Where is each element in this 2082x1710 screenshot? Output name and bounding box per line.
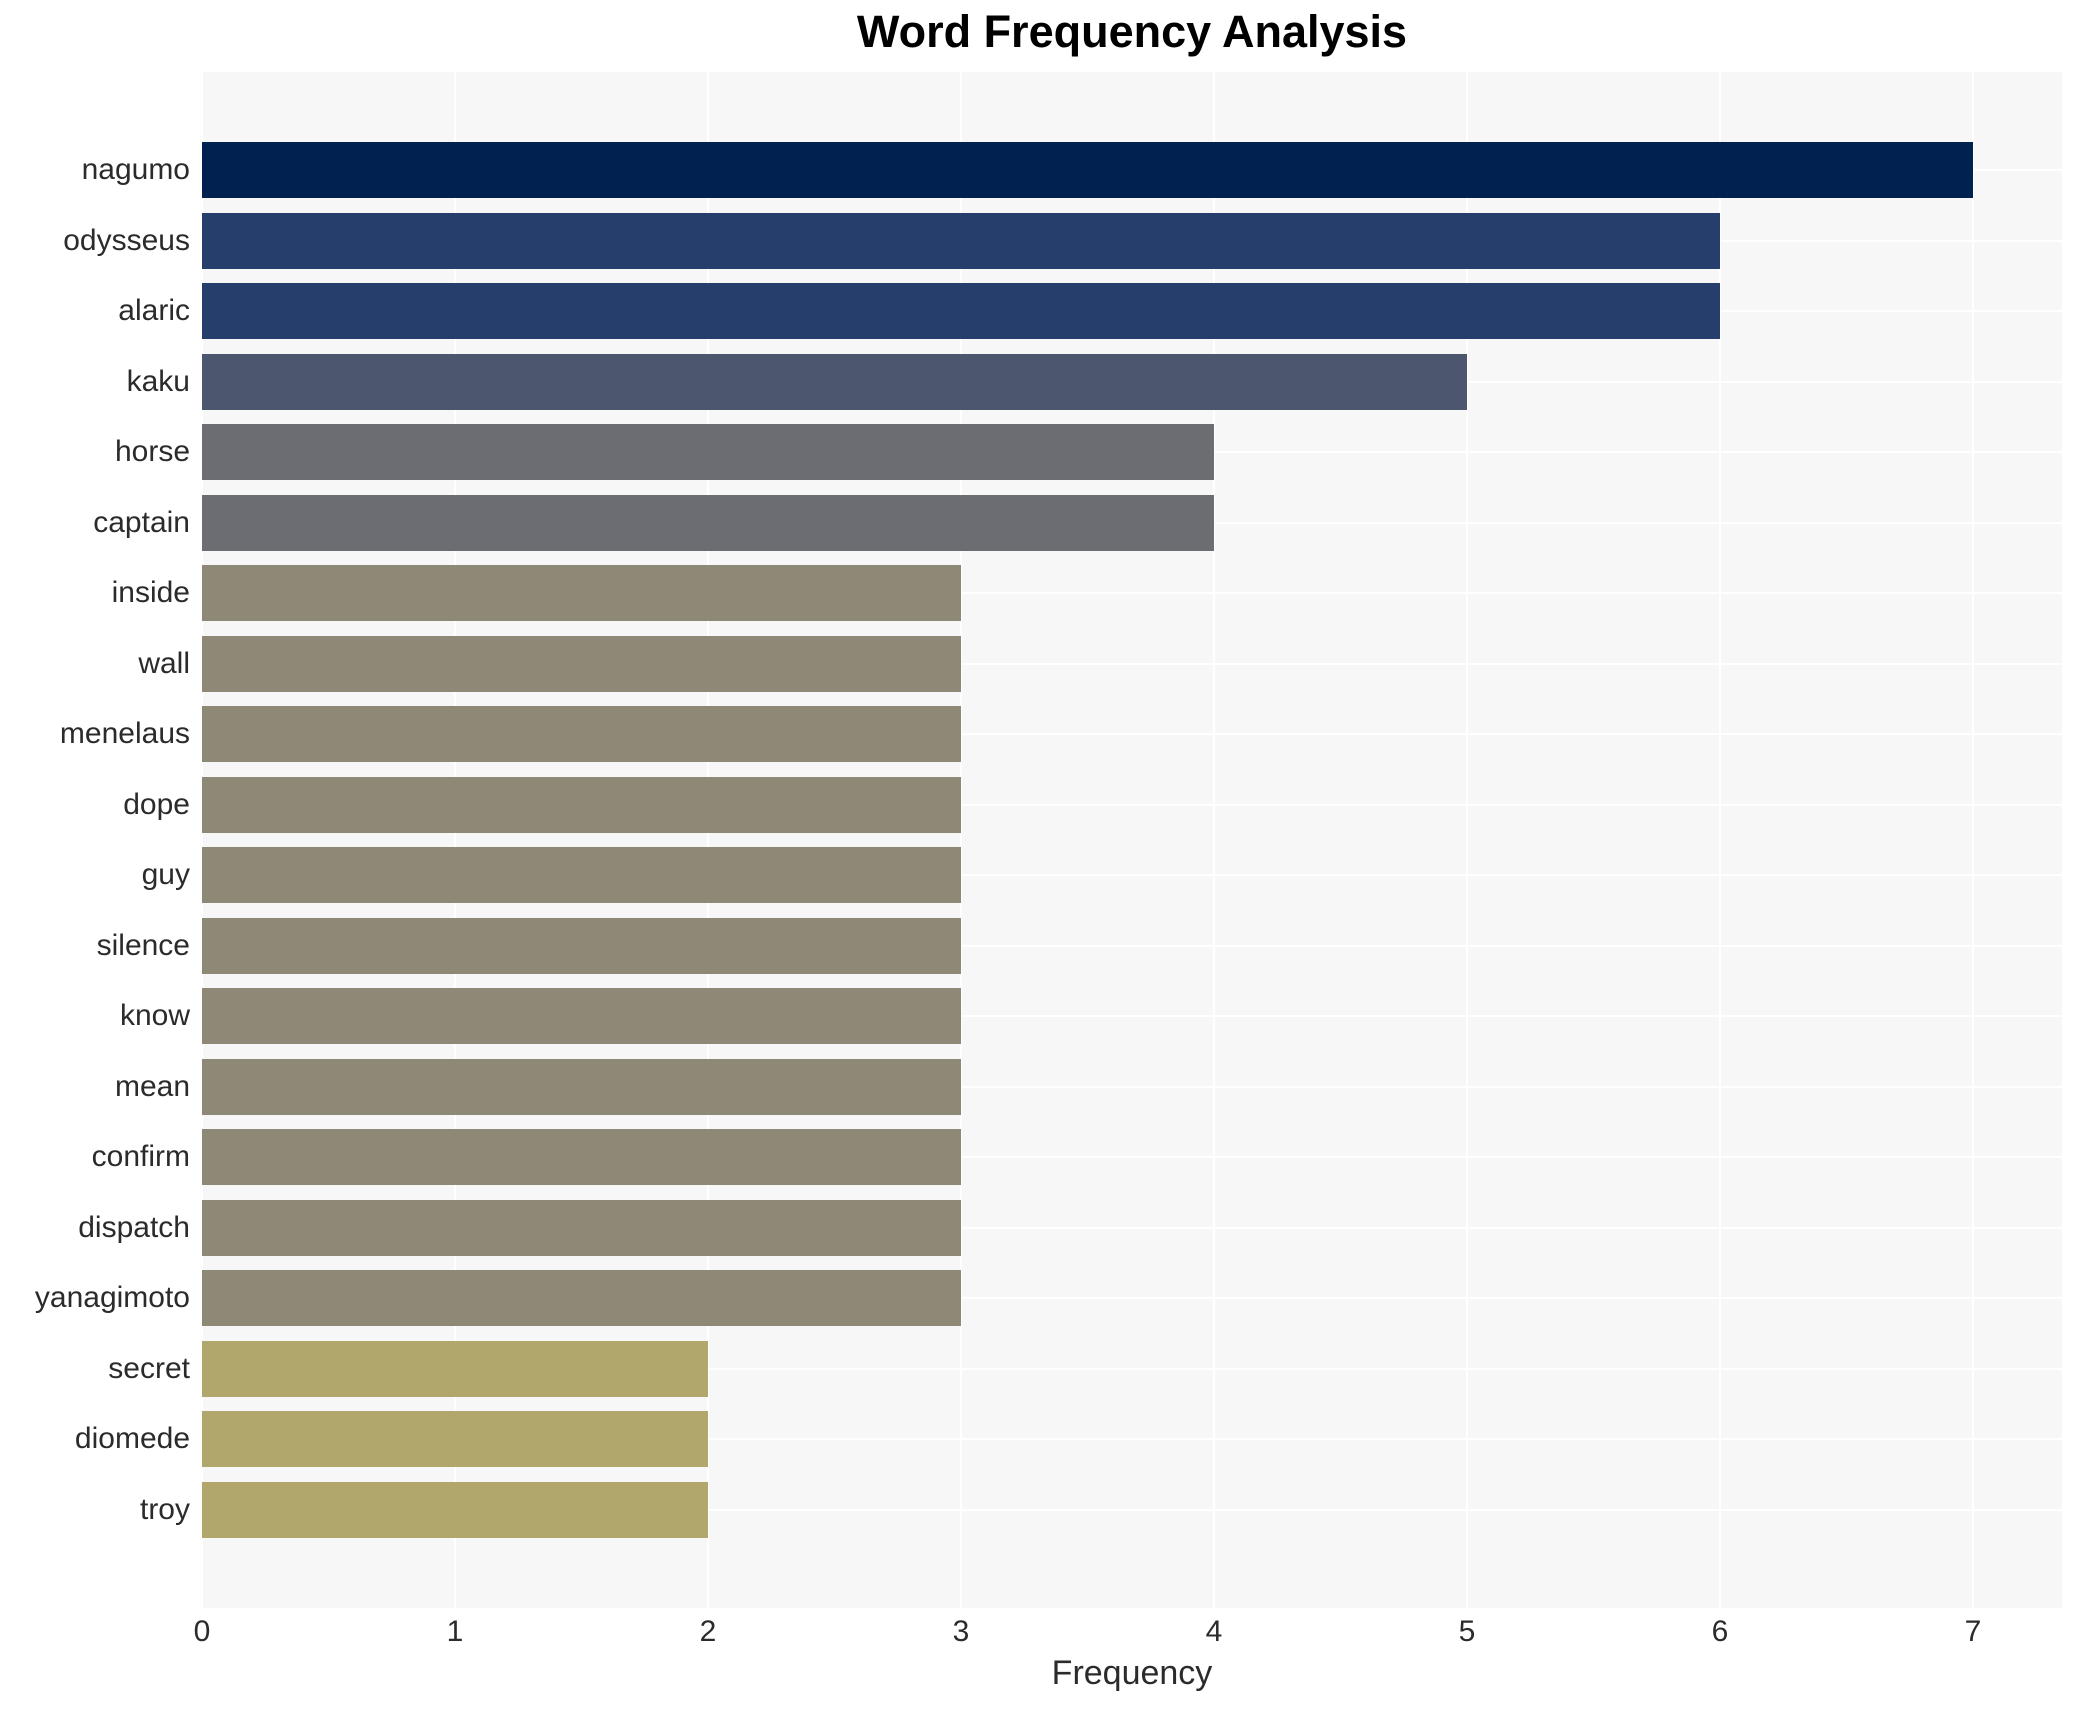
y-gridline (202, 804, 2062, 806)
y-tick-label-horse: horse (114, 435, 190, 468)
bar-odysseus (202, 213, 1720, 269)
y-tick-label-yanagimoto: yanagimoto (34, 1281, 190, 1314)
x-tick-label-0: 0 (193, 1615, 211, 1648)
x-gridline (1972, 72, 1974, 1608)
y-tick-label-nagumo: nagumo (81, 153, 190, 186)
y-gridline (202, 1015, 2062, 1017)
x-gridline (1213, 72, 1215, 1608)
y-tick-label-wall: wall (138, 647, 190, 680)
y-gridline (202, 1156, 2062, 1158)
bar-dope (202, 777, 961, 833)
y-gridline (202, 592, 2062, 594)
plot-area (202, 72, 2062, 1608)
bar-yanagimoto (202, 1270, 961, 1326)
bar-menelaus (202, 706, 961, 762)
x-tick-label-5: 5 (1458, 1615, 1476, 1648)
y-gridline (202, 1509, 2062, 1511)
y-gridline (202, 1086, 2062, 1088)
x-tick-label-4: 4 (1205, 1615, 1223, 1648)
bar-confirm (202, 1129, 961, 1185)
bar-know (202, 988, 961, 1044)
x-gridline (1719, 72, 1721, 1608)
y-gridline (202, 1227, 2062, 1229)
y-gridline (202, 874, 2062, 876)
y-tick-label-dispatch: dispatch (78, 1211, 190, 1244)
x-tick-label-6: 6 (1711, 1615, 1729, 1648)
x-tick-label-2: 2 (699, 1615, 717, 1648)
bar-diomede (202, 1411, 708, 1467)
x-tick-label-1: 1 (446, 1615, 464, 1648)
x-gridline (202, 72, 203, 1608)
y-tick-label-mean: mean (114, 1070, 190, 1103)
y-gridline (202, 733, 2062, 735)
bar-silence (202, 918, 961, 974)
y-tick-label-dope: dope (123, 788, 190, 821)
y-tick-label-alaric: alaric (118, 294, 190, 327)
y-gridline (202, 663, 2062, 665)
y-tick-label-diomede: diomede (74, 1422, 190, 1455)
y-tick-label-secret: secret (108, 1352, 190, 1385)
x-tick-label-3: 3 (952, 1615, 970, 1648)
y-gridline (202, 1438, 2062, 1440)
y-tick-label-odysseus: odysseus (63, 224, 190, 257)
y-gridline (202, 1368, 2062, 1370)
x-gridline (707, 72, 709, 1608)
bar-alaric (202, 283, 1720, 339)
y-tick-label-know: know (119, 999, 190, 1032)
y-gridline (202, 1297, 2062, 1299)
bar-troy (202, 1482, 708, 1538)
bar-horse (202, 424, 1214, 480)
y-tick-label-menelaus: menelaus (59, 717, 190, 750)
x-gridline (960, 72, 962, 1608)
y-tick-label-captain: captain (93, 506, 190, 539)
bar-nagumo (202, 142, 1973, 198)
bar-wall (202, 636, 961, 692)
y-tick-label-confirm: confirm (91, 1140, 190, 1173)
bar-kaku (202, 354, 1467, 410)
y-gridline (202, 945, 2062, 947)
y-tick-label-troy: troy (139, 1493, 190, 1526)
x-tick-label-7: 7 (1964, 1615, 1982, 1648)
y-tick-label-silence: silence (96, 929, 190, 962)
bar-guy (202, 847, 961, 903)
bar-secret (202, 1341, 708, 1397)
y-tick-label-inside: inside (111, 576, 190, 609)
bar-dispatch (202, 1200, 961, 1256)
x-gridline (454, 72, 456, 1608)
y-tick-label-guy: guy (141, 858, 190, 891)
x-gridline (1466, 72, 1468, 1608)
x-axis-label: Frequency (1051, 1654, 1213, 1692)
y-tick-label-kaku: kaku (126, 365, 190, 398)
chart-title: Word Frequency Analysis (856, 6, 1408, 57)
bar-captain (202, 495, 1214, 551)
bar-mean (202, 1059, 961, 1115)
bar-inside (202, 565, 961, 621)
